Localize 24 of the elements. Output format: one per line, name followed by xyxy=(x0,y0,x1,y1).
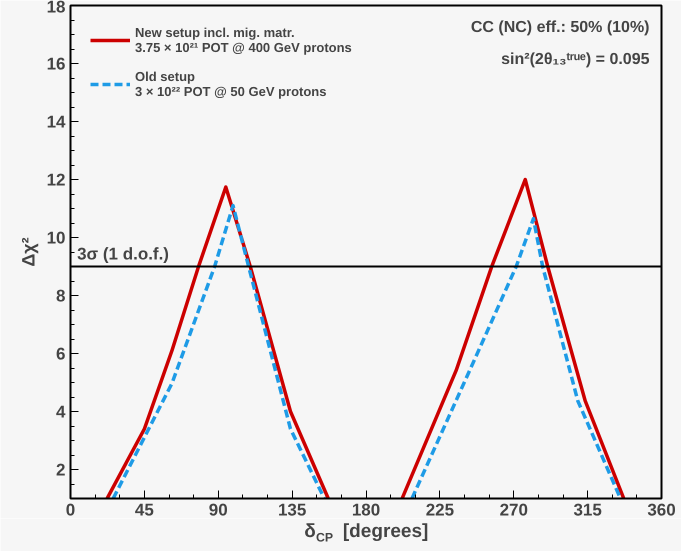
x-tick-label: 315 xyxy=(573,500,602,520)
x-tick-label: 360 xyxy=(647,500,676,520)
x-tick-label: 90 xyxy=(208,500,228,520)
x-tick-label: 270 xyxy=(500,500,528,520)
annotation: CC (NC) eff.: 50% (10%) xyxy=(470,19,650,36)
legend-label: New setup incl. mig. matr. 3.75 × 10²¹ POT @ 400 GeV protons xyxy=(135,25,352,55)
y-tick-label: 2 xyxy=(56,460,66,480)
x-tick-label: 180 xyxy=(352,500,380,520)
y-tick-label: 18 xyxy=(46,0,66,16)
x-tick-label: 45 xyxy=(134,500,154,520)
x-tick-label: 135 xyxy=(278,500,306,520)
y-tick-label: 14 xyxy=(46,112,66,132)
legend-label: Old setup 3 × 10²² POT @ 50 GeV protons xyxy=(135,69,326,99)
y-tick-label: 16 xyxy=(46,54,66,74)
x-tick-label: 225 xyxy=(426,500,454,520)
y-axis-title: Δχ² xyxy=(18,237,39,267)
x-tick-label: 0 xyxy=(66,500,76,520)
annotation: sin²(2θ₁₃ᵗʳᵘᵉ) = 0.095 xyxy=(501,51,650,68)
y-tick-label: 10 xyxy=(46,228,66,248)
y-tick-label: 4 xyxy=(56,402,66,422)
y-tick-label: 6 xyxy=(56,344,66,364)
y-tick-label: 8 xyxy=(56,286,66,306)
y-tick-label: 12 xyxy=(46,170,66,190)
ref-line-label: 3σ (1 d.o.f.) xyxy=(77,244,169,264)
